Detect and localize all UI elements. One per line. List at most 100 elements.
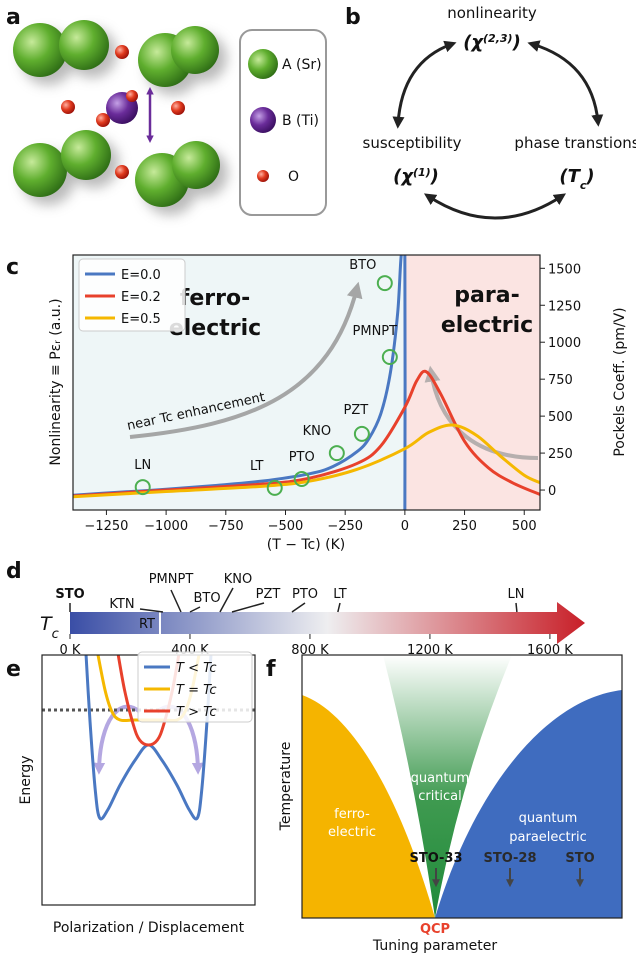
- node-label: susceptibility: [363, 134, 462, 152]
- material-label: PTO: [289, 450, 315, 465]
- material-marker: [337, 602, 341, 613]
- x-tick-label: 0 K: [60, 643, 81, 658]
- x-axis-label: (T − Tc) (K): [267, 537, 346, 553]
- node-symbol-part: ): [430, 166, 439, 187]
- legend-box: [137, 651, 253, 723]
- x-tick-label: 250: [452, 519, 477, 534]
- x-tick-label: 800 K: [291, 643, 329, 658]
- annotation: electric: [441, 313, 533, 338]
- temperature-bar: [70, 602, 585, 644]
- annotation: ferro-: [180, 286, 250, 311]
- material-marker: [219, 587, 234, 613]
- panel-letter: a: [6, 5, 21, 30]
- node-label: nonlinearity: [447, 4, 537, 22]
- node-symbol-part: c: [580, 179, 587, 192]
- node-symbol-part: (χ: [463, 32, 484, 53]
- region-label: critical: [418, 789, 462, 804]
- material-label: LN: [134, 458, 151, 473]
- material-label: BTO: [193, 591, 220, 606]
- material-label: PTO: [292, 587, 318, 602]
- node-symbol-part: ): [585, 166, 594, 187]
- region-label: electric: [328, 825, 376, 840]
- y2-tick-label: 1000: [548, 336, 581, 351]
- qcp-label: QCP: [420, 922, 450, 937]
- legend-label: T = Tc: [176, 683, 217, 698]
- material-point: [381, 349, 398, 365]
- material-marker: [139, 608, 164, 613]
- y2-tick-label: 0: [548, 484, 556, 499]
- material-label: KNO: [303, 424, 331, 439]
- material-marker: [170, 589, 182, 613]
- sample-label: STO-28: [483, 851, 536, 866]
- legend-label: T > Tc: [176, 705, 217, 720]
- node-symbol-part: ): [512, 32, 521, 53]
- series-line: [73, 423, 540, 499]
- y-axis-label: Nonlinearity ≡ Pεᵣ (a.u.): [48, 298, 64, 465]
- scale-label-part: c: [52, 627, 59, 642]
- material-point: [328, 445, 345, 462]
- material-marker: [291, 602, 306, 613]
- panel-letter: f: [266, 657, 276, 682]
- material-label: PMNPT: [353, 324, 398, 339]
- material-label: KTN: [109, 597, 134, 612]
- panel-letter: d: [6, 559, 22, 584]
- material-label: LT: [333, 587, 346, 602]
- x-tick-label: 1200 K: [407, 643, 453, 658]
- x-tick-label: −500: [268, 519, 304, 534]
- x-tick-label: 1600 K: [527, 643, 573, 658]
- material-point: [134, 479, 151, 496]
- y2-tick-label: 500: [548, 410, 573, 425]
- node-symbol-part: (χ: [393, 166, 414, 187]
- x-tick-label: 0: [401, 519, 409, 534]
- region-label: quantum: [519, 811, 578, 826]
- y2-tick-label: 1250: [548, 299, 581, 314]
- node-symbol-part: (2,3): [483, 32, 513, 45]
- region-label: paraelectric: [509, 830, 587, 845]
- series-line: [73, 369, 540, 498]
- region-label: ferro-: [334, 807, 370, 822]
- sample-label: STO-33: [409, 851, 462, 866]
- legend-label: E=0.5: [121, 312, 161, 327]
- scale-label-part: T: [40, 613, 53, 635]
- x-tick-label: −250: [327, 519, 363, 534]
- material-point: [376, 275, 393, 292]
- y-axis-label: Temperature: [278, 742, 294, 832]
- scale-label: Tc: [40, 613, 59, 642]
- node-symbol: (χ(2,3)): [463, 32, 521, 54]
- y-axis-label: Energy: [18, 755, 34, 804]
- panel-letter: b: [345, 5, 361, 30]
- material-marker: [515, 602, 518, 613]
- material-label: PZT: [256, 587, 281, 602]
- material-label: BTO: [349, 258, 376, 273]
- material-label: PMNPT: [149, 572, 194, 587]
- legend-label: E=0.0: [121, 268, 161, 283]
- legend-label: E=0.2: [121, 290, 161, 305]
- material-label: LT: [250, 459, 263, 474]
- node-symbol: (Tc): [559, 166, 594, 192]
- node-symbol-part: (T: [559, 166, 581, 187]
- x-tick-label: −1000: [144, 519, 188, 534]
- y2-tick-label: 750: [548, 373, 573, 388]
- enhancement-arrow: [424, 365, 539, 460]
- legend-label: A (Sr): [282, 57, 322, 73]
- region-label: quantum: [411, 771, 470, 786]
- material-label: STO: [55, 587, 84, 602]
- legend-box: [78, 258, 186, 332]
- cycle-arrows: [392, 40, 604, 220]
- x-axis-label: Polarization / Displacement: [53, 920, 245, 936]
- material-label: KNO: [224, 572, 252, 587]
- node-label: phase transtions: [514, 134, 636, 152]
- enhancement-arrow: [129, 281, 363, 439]
- material-point: [353, 425, 370, 442]
- x-tick-label: −750: [208, 519, 244, 534]
- x-axis-label: Tuning parameter: [372, 938, 497, 954]
- material-marker: [231, 602, 265, 613]
- phase-diagram: ferro- electric quantum critical quantum…: [278, 654, 623, 954]
- node-symbol-part: (1): [413, 166, 431, 179]
- material-marker: [189, 606, 201, 613]
- legend-label: B (Ti): [282, 113, 319, 129]
- crystal-structure: [13, 20, 327, 216]
- annotation: para-: [454, 283, 519, 308]
- enhancement-arrows: [73, 255, 540, 510]
